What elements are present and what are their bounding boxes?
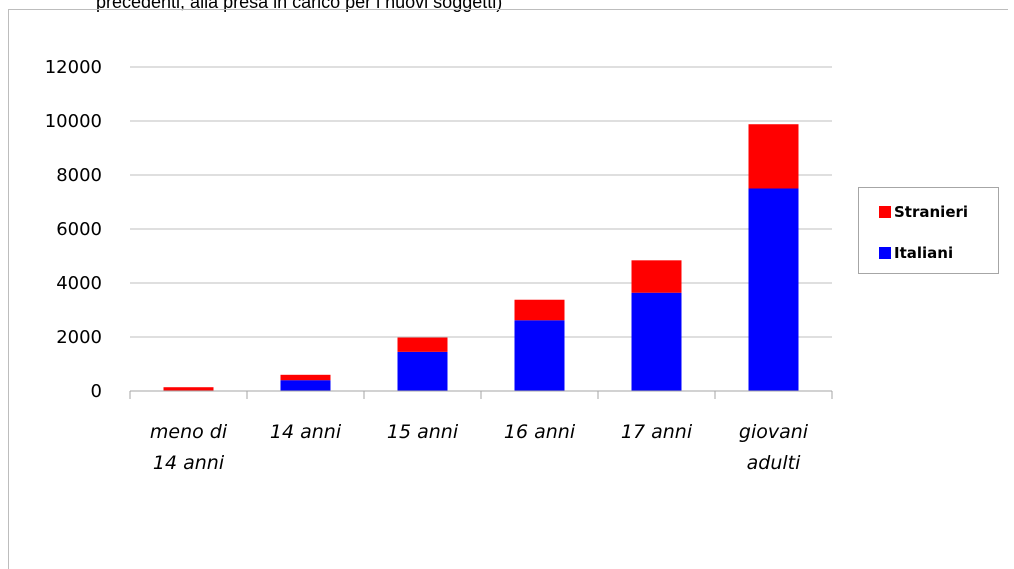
y-tick-label: 12000 [45,57,102,78]
grid-lines [130,66,832,338]
legend-item-stranieri: Stranieri [879,203,968,221]
bar-italiani [514,320,565,391]
y-tick-label: 8000 [56,165,102,186]
legend-label-stranieri: Stranieri [894,203,969,221]
x-tick-label: meno di 14 anni [150,421,228,474]
legend-swatch-italiani [879,247,891,259]
x-tick-label: 16 anni [504,421,576,443]
bar-stranieri [280,374,331,381]
y-tick-label: 6000 [56,219,102,240]
axes [129,390,833,399]
y-axis-ticks: 0 2000 4000 6000 8000 10000 12000 [45,57,102,402]
chart-frame [8,9,1008,569]
y-tick-label: 4000 [56,273,102,294]
legend: Stranieri Italiani [858,187,999,274]
bar-stranieri [514,299,565,321]
legend-label-italiani: Italiani [894,244,954,262]
bar-stranieri [163,387,214,391]
y-tick-label: 0 [91,381,102,402]
y-tick-label: 10000 [45,111,102,132]
bar-stranieri [631,260,682,293]
bar-italiani [280,380,331,391]
bar-stranieri [397,337,448,352]
bars [163,124,799,391]
bar-stranieri [748,124,799,189]
y-tick-label: 2000 [56,327,102,348]
x-tick-label: giovani adulti [739,421,809,474]
legend-item-italiani: Italiani [879,244,953,262]
bar-italiani [748,188,799,391]
legend-swatch-stranieri [879,206,891,218]
bar-italiani [397,351,448,391]
x-axis-ticks: meno di 14 anni 14 anni 15 anni 16 anni 17 an… [150,421,809,474]
bar-italiani [631,292,682,391]
x-tick-label: 14 anni [270,421,342,443]
x-tick-label: 17 anni [621,421,693,443]
x-tick-label: 15 anni [387,421,459,443]
